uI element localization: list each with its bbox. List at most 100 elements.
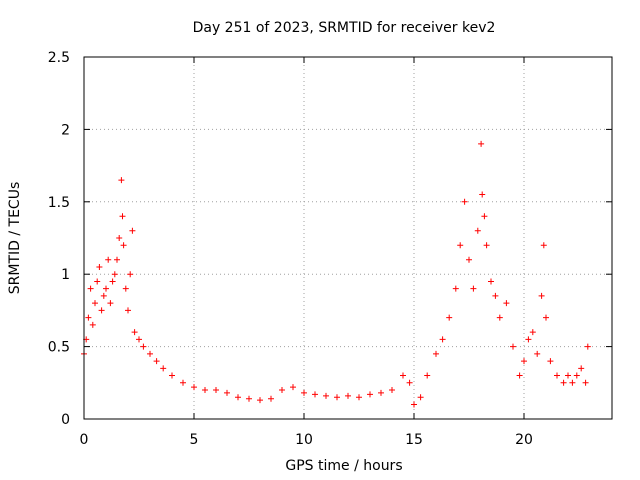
data-point	[479, 191, 486, 198]
data-point	[345, 392, 351, 399]
axis-ticks	[83, 56, 612, 420]
data-point	[356, 394, 362, 401]
data-point	[153, 358, 160, 365]
data-point	[323, 392, 329, 399]
plot-frame	[83, 56, 613, 420]
data-point	[125, 307, 131, 314]
x-tick-label: 20	[515, 432, 533, 448]
data-point	[160, 365, 167, 372]
data-point	[122, 285, 129, 292]
data-point	[521, 358, 527, 365]
data-point	[466, 256, 472, 263]
data-point	[118, 177, 125, 184]
data-point	[116, 235, 123, 241]
data-point	[452, 285, 459, 292]
data-point	[474, 227, 481, 234]
data-point	[578, 365, 585, 372]
y-tick-labels: 0 0.5 1 1.5 2 2.5	[48, 50, 70, 428]
x-tick-labels: 0 5 10 15 20	[80, 432, 533, 448]
data-point	[470, 285, 477, 292]
data-point	[87, 285, 94, 292]
data-point	[378, 389, 384, 396]
data-point	[103, 285, 109, 292]
data-point	[114, 256, 120, 263]
data-points	[81, 140, 591, 408]
data-point	[503, 300, 510, 307]
y-axis-label: SRMTID / TECUs	[7, 182, 23, 295]
data-point	[457, 242, 464, 249]
y-tick-label: 1.5	[48, 195, 70, 211]
data-point	[492, 292, 499, 299]
data-point	[582, 379, 589, 386]
data-point	[224, 389, 230, 396]
y-tick-label: 2.5	[48, 50, 70, 66]
data-point	[312, 391, 318, 398]
data-point	[120, 242, 127, 249]
data-point	[235, 394, 241, 401]
x-axis-label: GPS time / hours	[285, 458, 402, 474]
data-point	[191, 384, 197, 391]
data-point	[111, 271, 118, 278]
chart-title: Day 251 of 2023, SRMTID for receiver kev…	[193, 20, 496, 36]
data-point	[89, 321, 96, 328]
data-point	[483, 242, 490, 249]
data-point	[478, 140, 485, 147]
data-point	[202, 387, 208, 394]
data-point	[105, 256, 112, 263]
data-point	[406, 379, 413, 386]
data-point	[439, 336, 446, 343]
data-point	[129, 227, 136, 234]
data-point	[85, 314, 92, 321]
data-point	[100, 292, 107, 299]
data-point	[367, 391, 373, 398]
data-point	[538, 292, 545, 299]
data-point	[107, 300, 114, 307]
data-point	[279, 387, 285, 394]
data-point	[496, 314, 503, 321]
data-point	[461, 198, 468, 205]
x-tick-label: 10	[295, 432, 313, 448]
data-point	[516, 372, 523, 379]
data-point	[147, 350, 153, 357]
data-point	[481, 213, 488, 220]
data-point	[510, 343, 516, 350]
y-tick-label: 0.5	[48, 340, 70, 356]
y-tick-label: 1	[61, 267, 70, 283]
data-point	[131, 329, 138, 336]
data-point	[98, 307, 105, 314]
data-point	[290, 384, 296, 391]
data-point	[400, 372, 406, 379]
data-point	[109, 278, 116, 285]
data-point	[96, 263, 103, 270]
data-point	[411, 401, 417, 408]
data-point	[246, 395, 252, 402]
data-point	[180, 379, 186, 386]
x-tick-label: 0	[80, 432, 89, 448]
data-point	[127, 271, 134, 278]
y-tick-label: 0	[61, 412, 70, 428]
data-point	[136, 336, 142, 343]
grid-lines	[84, 57, 612, 419]
data-point	[140, 343, 147, 350]
data-point	[584, 343, 591, 350]
data-point	[94, 278, 101, 285]
x-tick-label: 15	[405, 432, 423, 448]
data-point	[529, 329, 536, 336]
data-point	[540, 242, 547, 249]
data-point	[547, 358, 554, 365]
data-point	[525, 336, 532, 343]
y-tick-label: 2	[61, 122, 70, 138]
data-point	[301, 389, 307, 396]
data-point	[119, 213, 126, 220]
data-point	[417, 394, 424, 401]
data-point	[92, 300, 98, 307]
data-point	[543, 314, 549, 321]
data-point	[257, 397, 263, 404]
data-point	[560, 379, 567, 386]
data-point	[488, 278, 494, 285]
data-point	[573, 372, 580, 379]
data-point	[554, 372, 560, 379]
data-point	[268, 395, 274, 402]
data-point	[446, 314, 453, 321]
